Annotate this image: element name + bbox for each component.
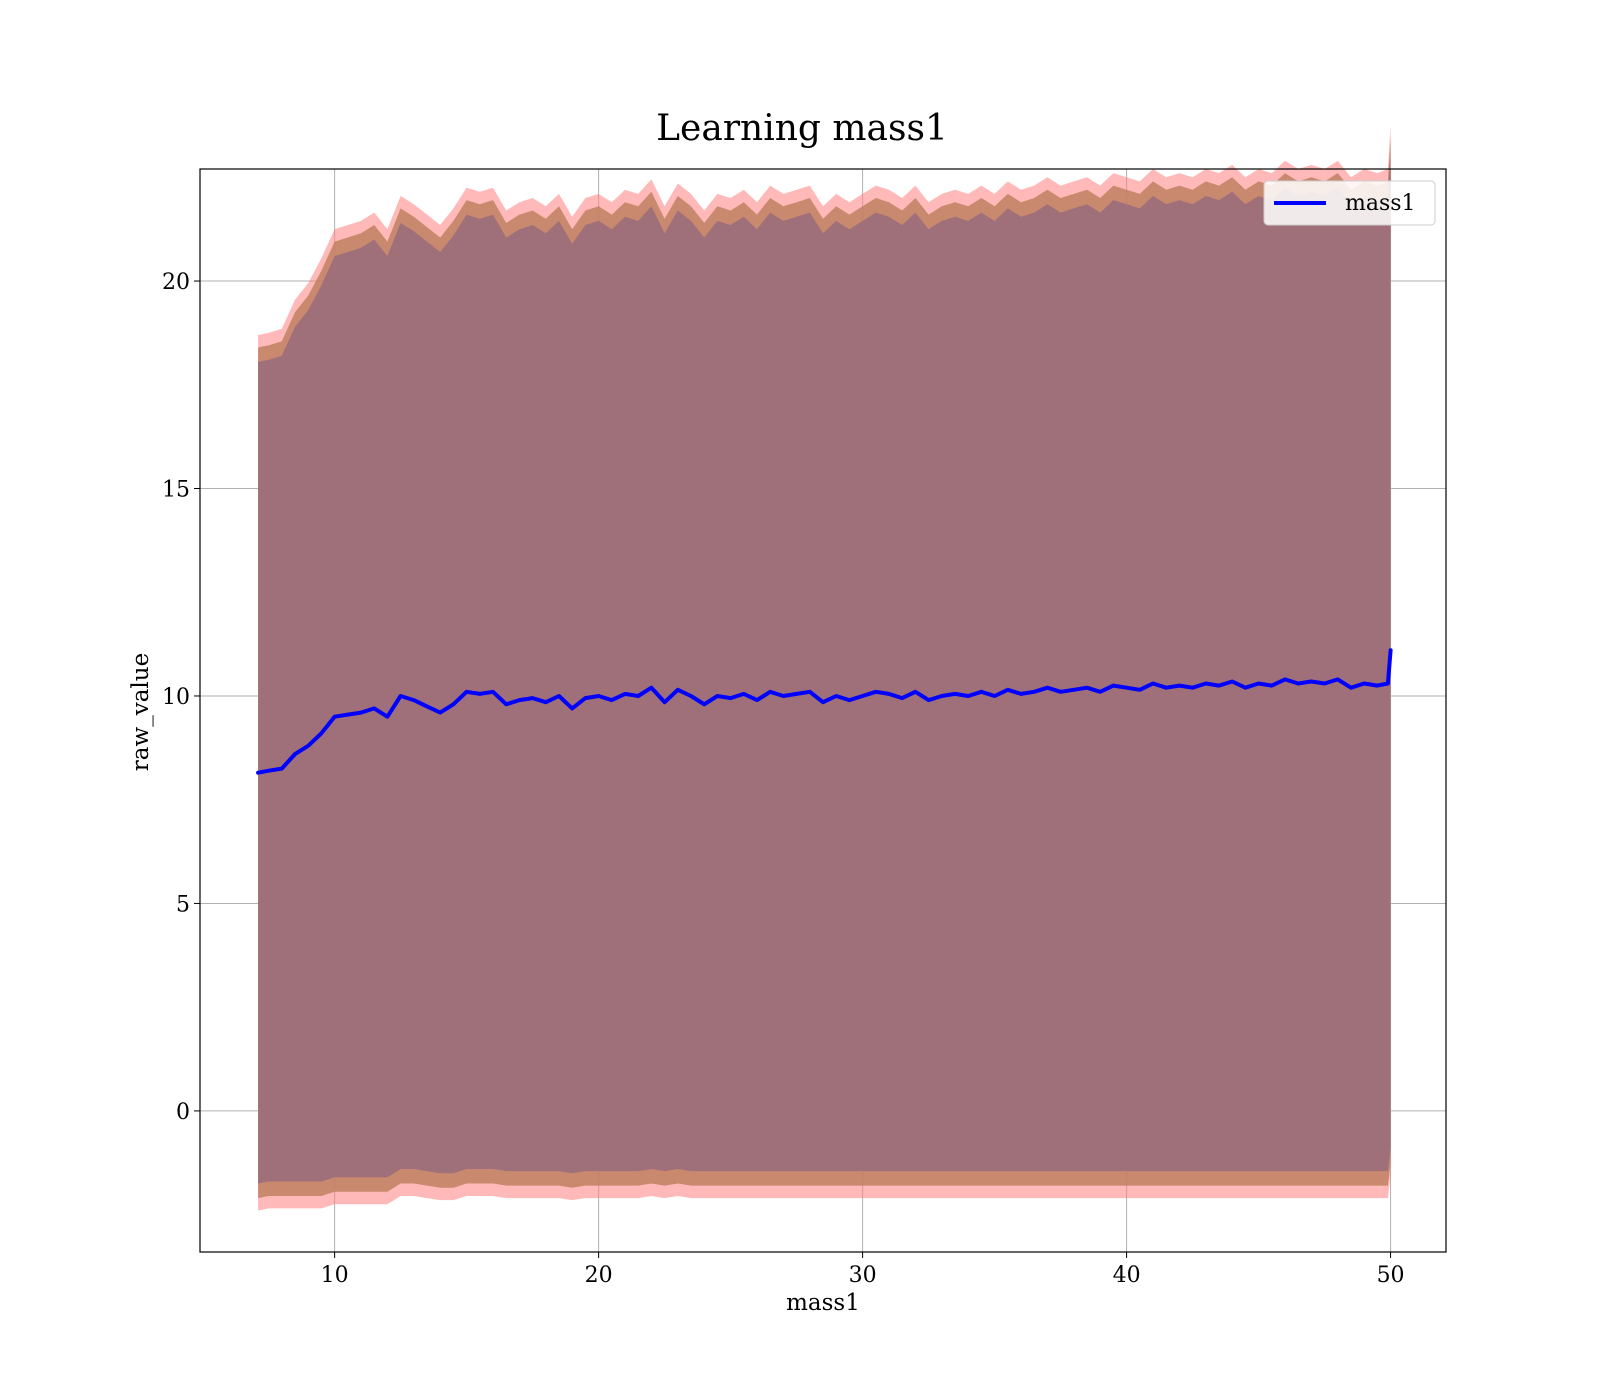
y-tick-label: 5	[176, 892, 190, 917]
y-tick-label: 10	[162, 685, 190, 710]
x-axis-label: mass1	[786, 1290, 860, 1316]
x-tick-label: 40	[1113, 1263, 1141, 1288]
x-tick-label: 20	[585, 1263, 613, 1288]
y-axis: 0 5 10 15 20	[162, 270, 200, 1125]
legend-box	[1263, 180, 1436, 226]
y-tick-label: 20	[162, 270, 190, 295]
legend-label-mass1: mass1	[1345, 191, 1416, 216]
uncertainty-bands	[258, 125, 1391, 1211]
y-tick-label: 15	[162, 478, 190, 503]
x-tick-label: 10	[321, 1263, 349, 1288]
y-axis-label: raw_value	[128, 653, 154, 771]
chart-title: Learning mass1	[656, 108, 948, 149]
legend: mass1	[1263, 180, 1436, 226]
band-inner	[258, 152, 1391, 1184]
series-line-mass1	[256, 648, 1393, 775]
x-tick-label: 50	[1377, 1263, 1405, 1288]
series-lines	[256, 648, 1393, 775]
plot-frame	[199, 168, 1447, 1253]
x-axis: 10 20 30 40 50	[321, 1252, 1405, 1288]
x-tick-label: 30	[849, 1263, 877, 1288]
y-tick-label: 0	[176, 1100, 190, 1125]
